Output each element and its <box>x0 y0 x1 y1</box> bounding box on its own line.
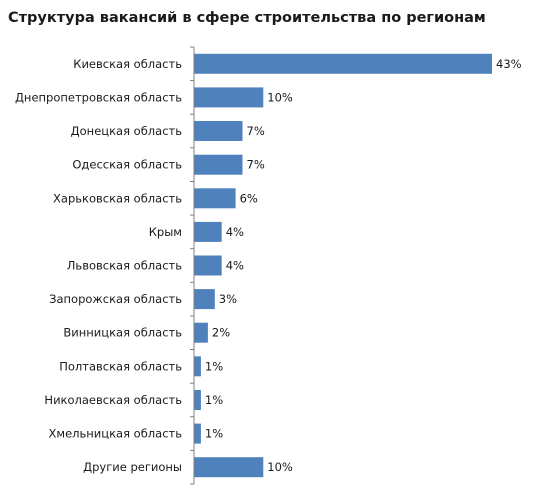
category-label: Хмельницкая область <box>49 427 183 441</box>
bar-12 <box>194 423 201 444</box>
category-label: Полтавская область <box>59 359 182 373</box>
bar-2 <box>194 87 264 108</box>
value-label: 1% <box>205 427 223 441</box>
category-label: Львовская область <box>67 259 182 273</box>
value-label: 7% <box>247 158 265 172</box>
bar-13 <box>194 457 264 478</box>
category-label: Крым <box>149 225 182 239</box>
bar-10 <box>194 356 201 377</box>
value-label: 1% <box>205 359 223 373</box>
value-label: 43% <box>496 57 522 71</box>
bar-4 <box>194 154 243 175</box>
value-label: 7% <box>247 124 265 138</box>
bar-1 <box>194 53 492 74</box>
category-label: Донецкая область <box>71 124 183 138</box>
category-label: Харьковская область <box>53 191 182 205</box>
category-label: Николаевская область <box>44 393 182 407</box>
bar-7 <box>194 255 222 276</box>
bar-5 <box>194 188 236 209</box>
value-label: 2% <box>212 326 230 340</box>
value-label: 6% <box>240 191 258 205</box>
bar-3 <box>194 121 243 141</box>
bar-9 <box>194 322 208 343</box>
category-label: Другие регионы <box>83 460 182 474</box>
value-label: 10% <box>267 90 293 104</box>
value-label: 1% <box>205 393 223 407</box>
bar-8 <box>194 289 215 310</box>
chart-title: Структура вакансий в сфере строительства… <box>8 10 486 26</box>
bar-11 <box>194 390 201 410</box>
category-label: Запорожская область <box>49 292 182 306</box>
category-label: Киевская область <box>73 57 182 71</box>
category-label: Одесская область <box>72 158 182 172</box>
category-label: Винницкая область <box>63 326 182 340</box>
value-label: 3% <box>219 292 237 306</box>
category-label: Днепропетровская область <box>15 90 182 104</box>
value-label: 4% <box>226 259 244 273</box>
bar-6 <box>194 221 222 242</box>
value-label: 4% <box>226 225 244 239</box>
value-label: 10% <box>267 460 293 474</box>
